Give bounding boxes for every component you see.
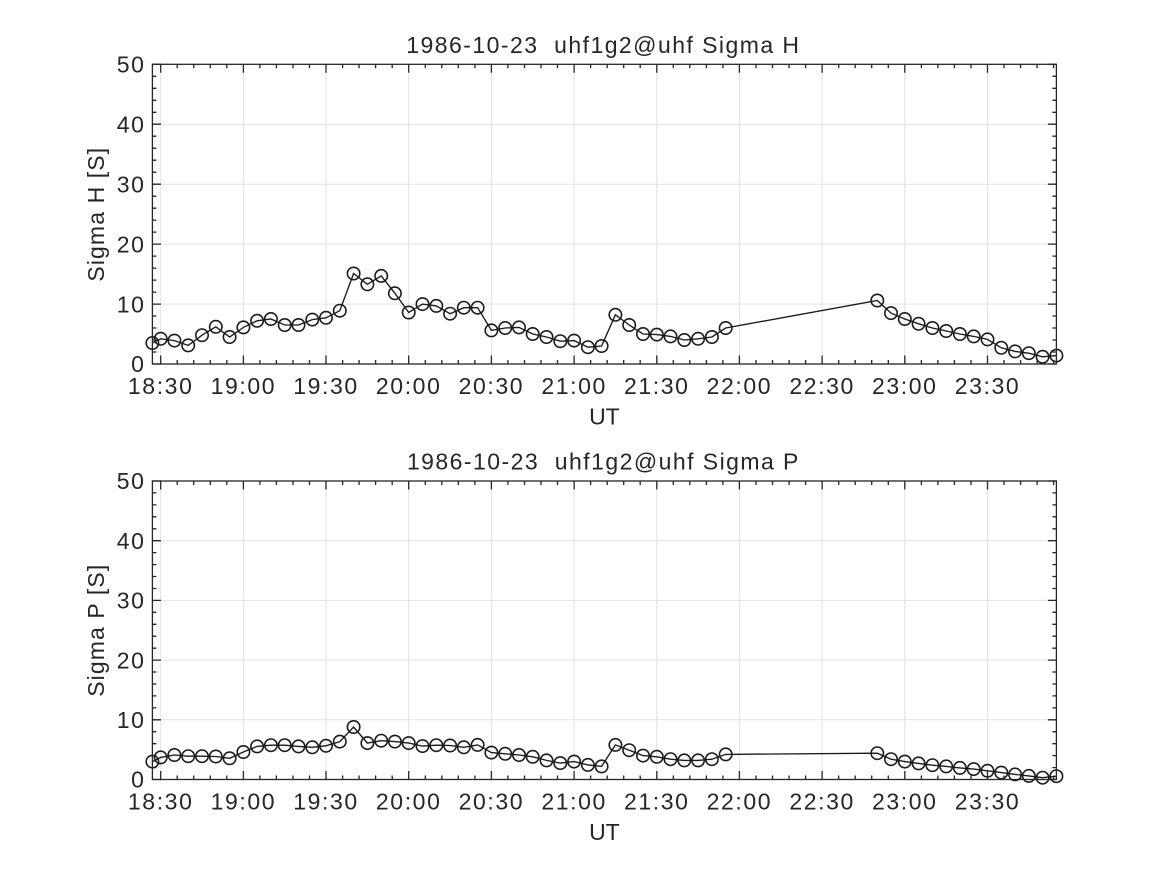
svg-text:40: 40 bbox=[117, 111, 146, 137]
svg-text:20:30: 20:30 bbox=[459, 373, 525, 399]
svg-text:20:30: 20:30 bbox=[459, 789, 525, 815]
svg-text:40: 40 bbox=[117, 528, 146, 554]
svg-text:0: 0 bbox=[131, 767, 145, 793]
svg-text:20: 20 bbox=[117, 231, 146, 257]
svg-text:1986-10-23 uhf1g2@uhf Sigma P: 1986-10-23 uhf1g2@uhf Sigma P bbox=[407, 449, 800, 475]
svg-text:50: 50 bbox=[117, 468, 146, 494]
svg-text:23:30: 23:30 bbox=[955, 789, 1021, 815]
svg-text:UT: UT bbox=[589, 819, 620, 845]
svg-text:Sigma P [S]: Sigma P [S] bbox=[83, 564, 109, 697]
svg-text:30: 30 bbox=[117, 588, 146, 614]
svg-text:21:00: 21:00 bbox=[541, 373, 607, 399]
svg-text:30: 30 bbox=[117, 171, 146, 197]
svg-text:10: 10 bbox=[117, 707, 146, 733]
svg-text:50: 50 bbox=[117, 52, 146, 78]
svg-text:19:30: 19:30 bbox=[293, 789, 359, 815]
svg-text:19:00: 19:00 bbox=[211, 373, 277, 399]
svg-text:18:30: 18:30 bbox=[128, 789, 194, 815]
svg-text:22:00: 22:00 bbox=[707, 373, 773, 399]
svg-text:22:30: 22:30 bbox=[789, 789, 855, 815]
svg-text:23:30: 23:30 bbox=[955, 373, 1021, 399]
svg-text:10: 10 bbox=[117, 291, 146, 317]
svg-text:23:00: 23:00 bbox=[872, 789, 938, 815]
svg-text:21:30: 21:30 bbox=[624, 789, 690, 815]
svg-text:22:00: 22:00 bbox=[707, 789, 773, 815]
svg-text:21:00: 21:00 bbox=[541, 789, 607, 815]
svg-text:1986-10-23 uhf1g2@uhf Sigma H: 1986-10-23 uhf1g2@uhf Sigma H bbox=[406, 32, 800, 58]
svg-text:23:00: 23:00 bbox=[872, 373, 938, 399]
svg-text:20: 20 bbox=[117, 647, 146, 673]
svg-text:20:00: 20:00 bbox=[376, 789, 442, 815]
svg-text:19:00: 19:00 bbox=[211, 789, 277, 815]
svg-text:UT: UT bbox=[589, 404, 620, 430]
svg-text:22:30: 22:30 bbox=[789, 373, 855, 399]
svg-text:18:30: 18:30 bbox=[128, 373, 194, 399]
svg-text:19:30: 19:30 bbox=[293, 373, 359, 399]
svg-text:20:00: 20:00 bbox=[376, 373, 442, 399]
svg-text:21:30: 21:30 bbox=[624, 373, 690, 399]
svg-text:Sigma H [S]: Sigma H [S] bbox=[83, 147, 109, 282]
svg-text:0: 0 bbox=[131, 351, 145, 377]
